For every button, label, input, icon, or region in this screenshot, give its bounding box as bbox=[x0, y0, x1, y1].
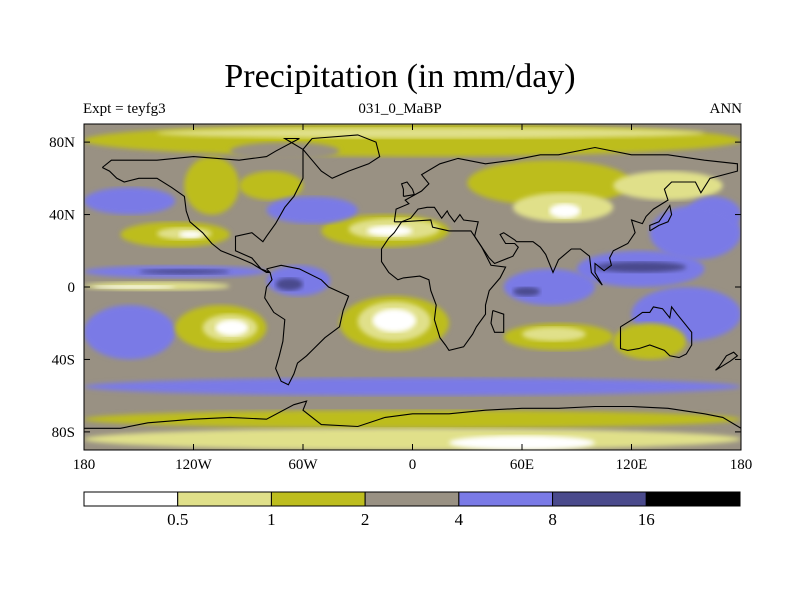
contour-fill-layer bbox=[84, 124, 741, 450]
contour-region-south-polar-band bbox=[84, 410, 741, 429]
coastline-antarctica bbox=[84, 400, 741, 429]
y-tick-label: 40S bbox=[52, 352, 75, 368]
colorbar-box bbox=[552, 491, 647, 507]
contour-region-north-polar-crest bbox=[157, 127, 705, 139]
contour-region-east-pacific-subtropical-core bbox=[178, 230, 203, 239]
contour-region-west-pacific-wet-north bbox=[649, 205, 741, 260]
colorbar-box bbox=[645, 491, 741, 507]
contour-region-south-indian-subtropical-desert bbox=[522, 326, 586, 342]
chart-title: Precipitation (in mm/day) bbox=[224, 58, 576, 95]
contour-region-southern-ocean-wet bbox=[84, 377, 741, 396]
contour-region-south-polar-core bbox=[449, 435, 595, 450]
y-tick-label: 40N bbox=[49, 208, 75, 224]
x-tick-label: 0 bbox=[409, 457, 417, 473]
colorbar-label: 16 bbox=[638, 510, 655, 529]
contour-region-asia-desert-core bbox=[549, 203, 581, 219]
coastline-new-zealand bbox=[715, 351, 739, 371]
contour-region-indian-ocean-wet-core bbox=[512, 287, 541, 297]
x-tick-label: 120E bbox=[616, 457, 648, 473]
x-tick-label: 60E bbox=[510, 457, 534, 473]
x-tick-label: 180 bbox=[73, 457, 96, 473]
y-tick-label: 80S bbox=[52, 425, 75, 441]
contour-region-north-america-dry bbox=[184, 156, 240, 215]
colorbar-box bbox=[364, 491, 460, 507]
coastline-japan bbox=[649, 204, 673, 232]
contour-region-north-pacific-storm-track-west bbox=[84, 187, 176, 215]
colorbar-box bbox=[177, 491, 272, 507]
y-tick-label: 0 bbox=[68, 280, 76, 296]
contour-region-itcz-pacific-east-core bbox=[138, 268, 230, 275]
coastline-madagascar bbox=[490, 309, 505, 333]
colorbar-label: 4 bbox=[455, 510, 464, 529]
experiment-label: Expt = teyfg3 bbox=[83, 101, 166, 117]
coastline-layer bbox=[84, 134, 741, 429]
y-tick-label: 80N bbox=[49, 135, 75, 151]
coastline-britain bbox=[400, 181, 416, 197]
contour-region-equatorial-dry-tongue-core bbox=[93, 285, 176, 289]
colorbar-label: 8 bbox=[548, 510, 557, 529]
time-label: 031_0_MaBP bbox=[358, 101, 442, 117]
colorbar-label: 1 bbox=[267, 510, 276, 529]
contour-region-australia-dry bbox=[613, 323, 687, 360]
coastline-eurasia bbox=[393, 146, 738, 286]
contour-region-arctic-gray-patch bbox=[230, 142, 340, 161]
coastline-greenland bbox=[302, 134, 381, 179]
contour-region-north-atlantic-storm-track bbox=[266, 196, 358, 224]
contour-region-asia-dry bbox=[467, 160, 632, 206]
contour-region-south-america-wet-core bbox=[275, 277, 303, 291]
x-tick-label: 120W bbox=[175, 457, 213, 473]
contour-region-south-pacific-subtropical-core bbox=[215, 319, 249, 336]
colorbar: 0.5 1 2 4 8 16 bbox=[83, 491, 741, 529]
axis-layer: 180 120W 60W 0 60E 120E 180 80N 40N 0 40S 80S bbox=[49, 124, 752, 473]
season-label: ANN bbox=[709, 101, 743, 117]
colorbar-box bbox=[270, 491, 366, 507]
contour-region-spcz bbox=[84, 305, 176, 360]
contour-region-maritime-continent-core bbox=[595, 261, 687, 273]
contour-region-north-atlantic-dry bbox=[239, 171, 303, 201]
coastline-north-america bbox=[101, 137, 304, 274]
coastline-south-america bbox=[264, 264, 350, 386]
coastline-australia bbox=[619, 305, 693, 359]
colorbar-label: 0.5 bbox=[167, 510, 188, 529]
colorbar-box bbox=[83, 491, 179, 507]
contour-region-sahara-core bbox=[366, 225, 413, 237]
coastline-africa bbox=[380, 219, 507, 352]
x-tick-label: 180 bbox=[730, 457, 753, 473]
colorbar-box bbox=[458, 491, 554, 507]
colorbar-label: 2 bbox=[361, 510, 370, 529]
contour-region-south-atlantic-subtropical-core bbox=[372, 308, 417, 333]
x-tick-label: 60W bbox=[288, 457, 318, 473]
